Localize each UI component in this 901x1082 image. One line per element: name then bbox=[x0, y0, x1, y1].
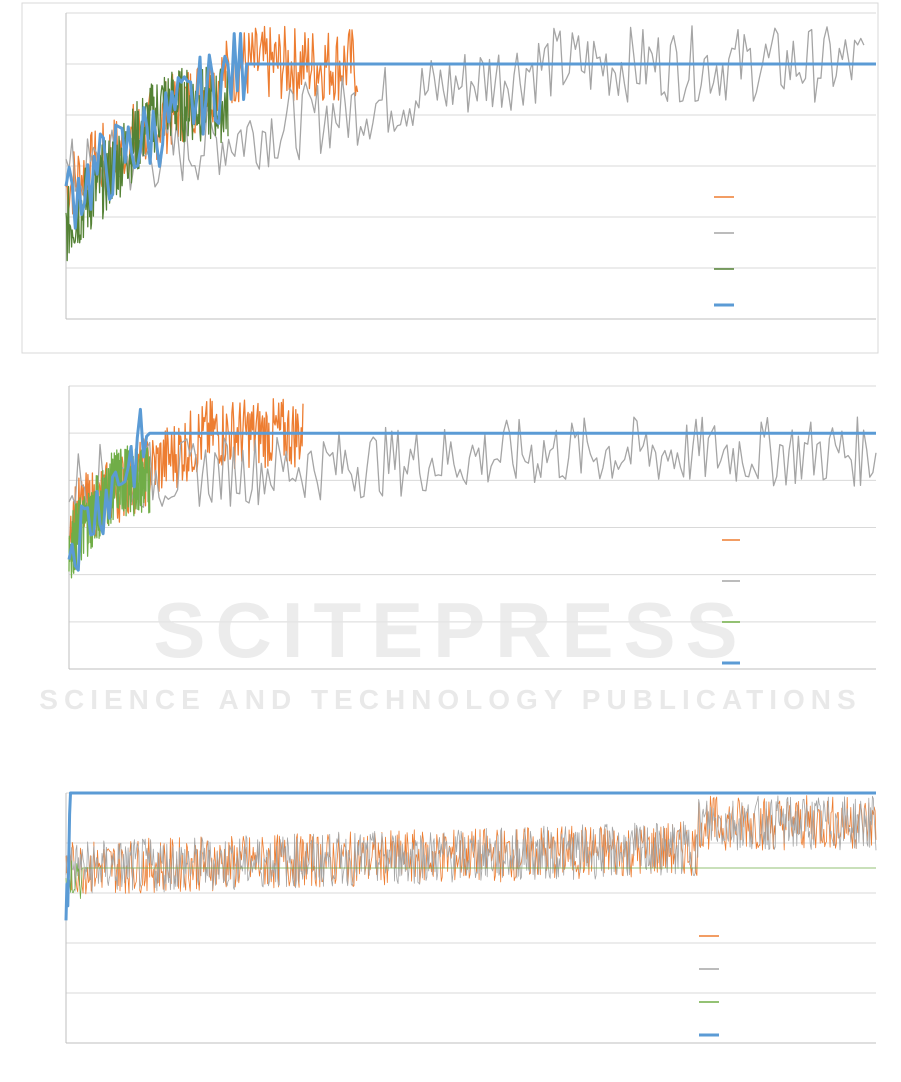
series-line-2 bbox=[65, 795, 877, 894]
series-line-3 bbox=[65, 860, 876, 899]
series-line-4 bbox=[64, 32, 876, 230]
series-line-2 bbox=[65, 25, 865, 199]
series-line-4 bbox=[67, 407, 876, 572]
watermark-main: SCITEPRESS bbox=[153, 586, 748, 674]
series-line-2 bbox=[68, 416, 877, 515]
chart-3 bbox=[64, 791, 877, 1044]
chart-1 bbox=[21, 2, 879, 354]
watermark-sub: SCIENCE AND TECHNOLOGY PUBLICATIONS bbox=[39, 684, 862, 715]
chart-2 bbox=[67, 385, 877, 670]
series-line-1 bbox=[65, 795, 877, 895]
chart-1-frame bbox=[21, 2, 879, 354]
series-line-4 bbox=[64, 791, 877, 921]
